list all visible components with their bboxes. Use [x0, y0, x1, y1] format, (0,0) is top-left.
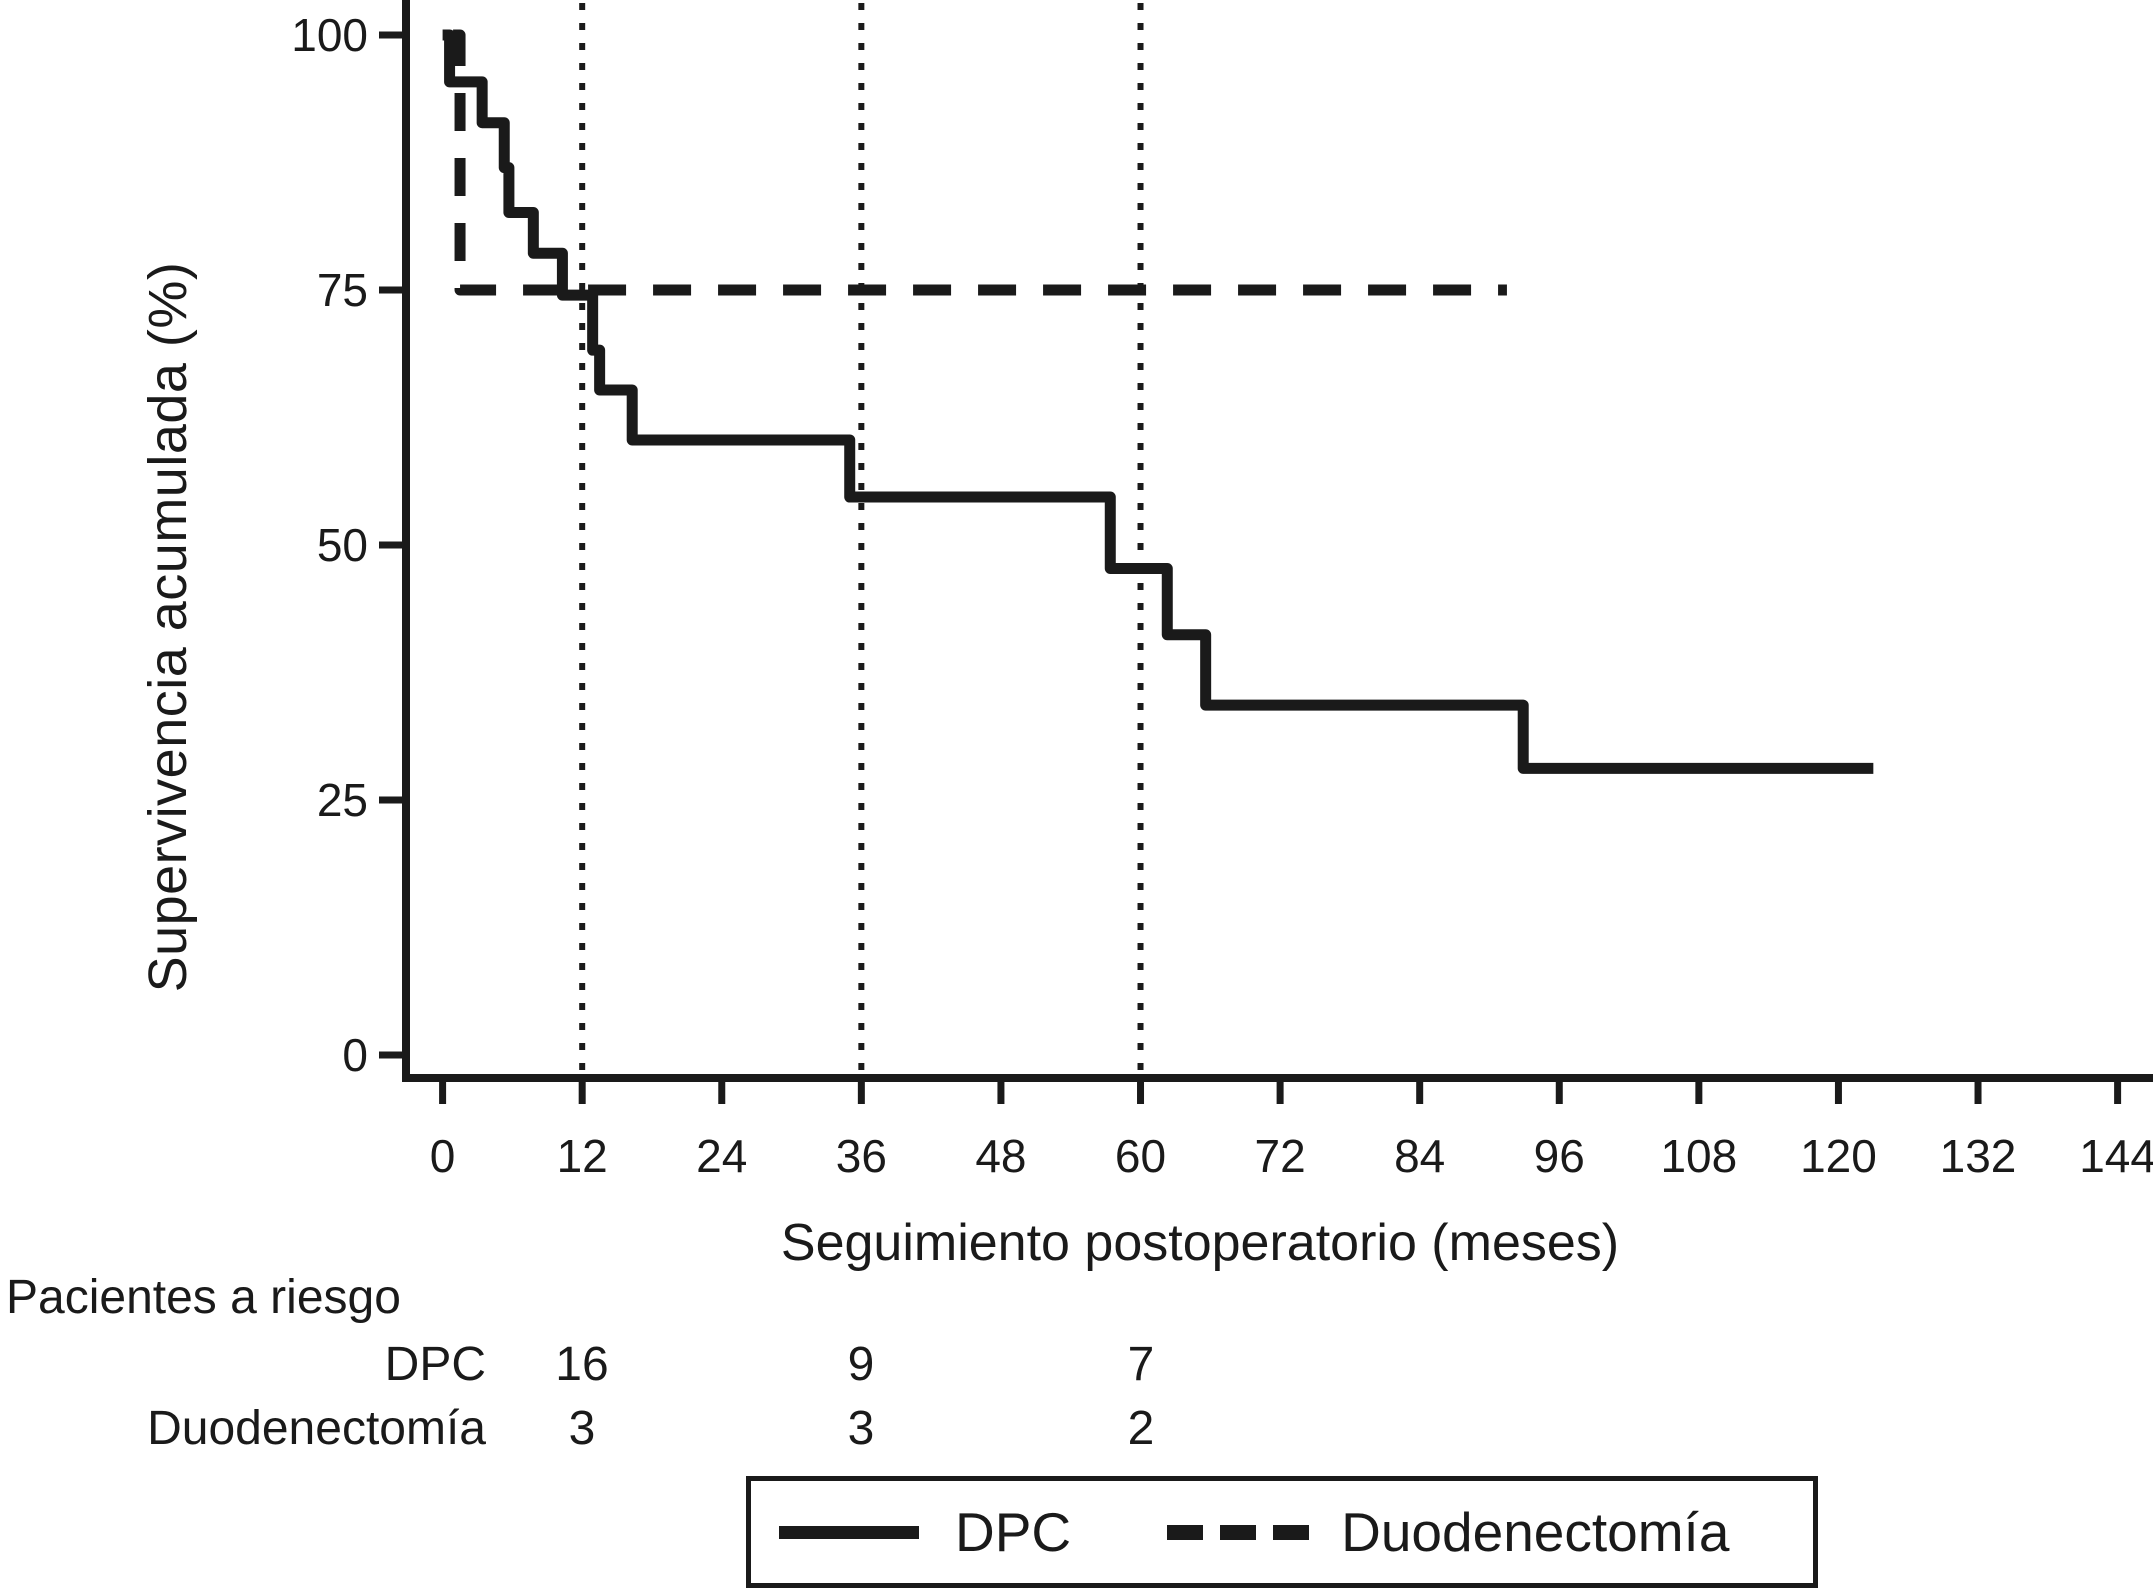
x-tick-label: 24	[696, 1130, 747, 1182]
legend-label-duodenectomia: Duodenectomía	[1341, 1501, 1730, 1563]
y-tick-label: 50	[317, 519, 368, 571]
risk-value-duodenectomia-12m: 3	[568, 1402, 596, 1455]
y-tick-label: 25	[317, 774, 368, 826]
risk-value-dpc-12m: 16	[555, 1338, 609, 1391]
x-tick-label: 132	[1940, 1130, 2017, 1182]
x-tick-label: 48	[975, 1130, 1026, 1182]
x-axis-title: Seguimiento postoperatorio (meses)	[780, 1214, 1620, 1272]
x-tick-label: 84	[1394, 1130, 1445, 1182]
series-curve-dpc	[442, 29, 1874, 774]
y-tick-label: 100	[291, 9, 368, 61]
legend-dashed-line-swatch	[1167, 1524, 1310, 1540]
risk-value-duodenectomia-60m: 2	[1127, 1402, 1155, 1455]
risk-value-dpc-60m: 7	[1127, 1338, 1155, 1391]
x-tick-label: 36	[836, 1130, 887, 1182]
x-tick-label: 12	[557, 1130, 608, 1182]
y-tick-label: 75	[317, 264, 368, 316]
x-tick-label: 0	[430, 1130, 456, 1182]
y-tick-label: 0	[342, 1029, 368, 1081]
x-tick-label: 144	[2079, 1130, 2153, 1182]
risk-value-dpc-36m: 9	[847, 1338, 875, 1391]
risk-table-title: Pacientes a riesgo	[6, 1271, 401, 1324]
risk-value-duodenectomia-36m: 3	[847, 1402, 875, 1455]
y-axis-title: Supervivencia acumulada (%)	[138, 261, 198, 993]
legend-label-dpc: DPC	[955, 1501, 1072, 1563]
legend-solid-line-swatch	[779, 1525, 919, 1539]
x-tick-label: 60	[1115, 1130, 1166, 1182]
series-curve-duodenectomia	[453, 29, 1507, 296]
x-tick-label: 96	[1534, 1130, 1585, 1182]
x-tick-label: 108	[1660, 1130, 1737, 1182]
x-tick-label: 120	[1800, 1130, 1877, 1182]
legend: DPC Duodenectomía	[746, 1476, 1818, 1588]
risk-row-label-duodenectomia: Duodenectomía	[147, 1402, 486, 1455]
x-tick-label: 72	[1255, 1130, 1306, 1182]
risk-row-label-dpc: DPC	[384, 1338, 486, 1391]
